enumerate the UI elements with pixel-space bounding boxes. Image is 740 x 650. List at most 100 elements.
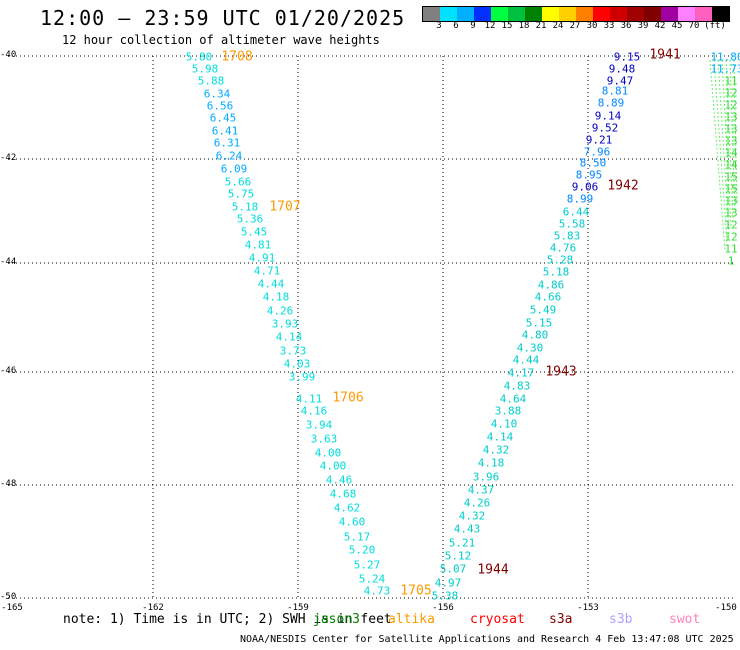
wave-height-label: 3.93	[271, 317, 299, 331]
wave-height-label: 5.49	[529, 303, 557, 317]
wave-height-label: 4.64	[499, 392, 527, 406]
wave-height-label: 9.47	[606, 74, 634, 88]
lat-tick-label: -48	[0, 479, 17, 489]
wave-height-label: 11.80	[710, 50, 740, 64]
pass-time-label: 1706	[332, 390, 364, 406]
wave-height-label: 13	[724, 122, 738, 136]
lat-tick-label: -44	[0, 257, 17, 267]
wave-height-label: 4.43	[453, 522, 481, 536]
track-streak	[729, 59, 736, 211]
wave-height-colorbar	[422, 6, 730, 22]
colorbar-swatch	[610, 7, 627, 21]
satellite-legend-item: s3b	[609, 612, 633, 627]
wave-height-label: 4.18	[477, 456, 505, 470]
pass-time-label: 1707	[269, 199, 301, 215]
wave-height-label: 5.58	[558, 217, 586, 231]
colorbar-swatch	[695, 7, 712, 21]
wave-height-label: 5.17	[343, 530, 371, 544]
colorbar-swatch	[576, 7, 593, 21]
wave-height-label: 4.00	[314, 446, 342, 460]
colorbar-swatch	[508, 7, 525, 21]
wave-height-label: 12	[724, 230, 738, 244]
wave-height-label: 4.18	[262, 290, 290, 304]
wave-height-label: 1	[727, 254, 735, 268]
colorbar-swatch	[593, 7, 610, 21]
wave-height-label: 4.44	[257, 277, 285, 291]
wave-height-label: 4.81	[244, 238, 272, 252]
map-canvas	[8, 55, 738, 599]
colorbar-swatch	[712, 7, 729, 21]
wave-height-label: 4.17	[507, 366, 535, 380]
wave-height-label: 4.14	[275, 330, 303, 344]
pass-time-label: 1941	[649, 47, 681, 63]
wave-height-label: 4.86	[537, 278, 565, 292]
lat-tick-label: -50	[0, 592, 17, 602]
pass-time-label: 1943	[545, 364, 577, 380]
wave-height-label: 8.99	[566, 192, 594, 206]
satellite-legend-item: cryosat	[470, 612, 525, 627]
wave-height-label: 4.37	[467, 483, 495, 497]
wave-height-label: 5.36	[236, 212, 264, 226]
wave-height-label: 13	[724, 206, 738, 220]
wave-height-label: 9.06	[571, 180, 599, 194]
wave-height-label: 4.80	[521, 328, 549, 342]
wave-height-label: 5.07	[439, 562, 467, 576]
colorbar-swatch	[542, 7, 559, 21]
colorbar-label: 15	[501, 21, 513, 31]
colorbar-label: 42	[654, 21, 666, 31]
map-title: 12:00 – 23:59 UTC 01/20/2025	[40, 6, 406, 30]
colorbar-swatch	[559, 7, 576, 21]
lon-tick-label: -162	[142, 603, 164, 613]
wave-height-label: 4.44	[512, 353, 540, 367]
wave-height-label: 4.71	[253, 264, 281, 278]
colorbar-label: 21	[535, 21, 547, 31]
wave-height-label: 9.21	[585, 133, 613, 147]
colorbar-swatch	[457, 7, 474, 21]
wave-height-label: 13	[724, 134, 738, 148]
wave-height-label: 8.50	[579, 156, 607, 170]
wave-height-label: 8.81	[601, 84, 629, 98]
colorbar-label: 70	[688, 21, 700, 31]
colorbar-swatch	[491, 7, 508, 21]
wave-height-label: 5.15	[525, 316, 553, 330]
wave-height-label: 5.28	[546, 253, 574, 267]
wave-height-label: 4.16	[300, 404, 328, 418]
wave-height-label: 3.96	[472, 470, 500, 484]
wave-height-label: 3.88	[494, 404, 522, 418]
wave-height-label: 12	[724, 218, 738, 232]
wave-height-label: 3.73	[279, 344, 307, 358]
wave-height-label: 15	[724, 170, 738, 184]
colorbar-label: 45	[671, 21, 683, 31]
lon-tick-label: -165	[1, 603, 23, 613]
colorbar-swatch	[525, 7, 542, 21]
wave-height-label: 11	[724, 74, 738, 88]
wave-height-label: 4.03	[283, 357, 311, 371]
pass-time-label: 1944	[477, 562, 509, 578]
wave-height-label: 5.88	[197, 74, 225, 88]
satellite-legend-item: swot	[669, 612, 701, 627]
wave-height-label: 6.41	[211, 124, 239, 138]
wave-height-label: 9.15	[613, 50, 641, 64]
note-row: note: 1) Time is in UTC; 2) SWH is in fe…	[63, 612, 392, 627]
colorbar-swatch	[627, 7, 644, 21]
wave-height-label: 6.34	[203, 87, 231, 101]
wave-height-label: 4.76	[549, 241, 577, 255]
wave-height-label: 4.30	[516, 341, 544, 355]
wave-height-label: 7.96	[583, 145, 611, 159]
wave-height-label: 4.14	[486, 430, 514, 444]
wave-height-label: 4.60	[338, 515, 366, 529]
colorbar-label: 24	[552, 21, 564, 31]
wave-height-label: 4.00	[319, 459, 347, 473]
colorbar-label: 18	[518, 21, 530, 31]
wave-height-label: 5.21	[448, 536, 476, 550]
wave-height-label: 5.38	[431, 589, 459, 603]
wave-height-label: 5.83	[553, 229, 581, 243]
wave-height-label: 6.31	[213, 136, 241, 150]
wave-height-label: 11	[724, 242, 738, 256]
colorbar-label: 6	[453, 21, 459, 31]
lon-tick-label: -159	[287, 603, 309, 613]
wave-height-label: 9.48	[608, 62, 636, 76]
pass-time-label: 1708	[221, 49, 253, 65]
wave-height-label: 6.24	[215, 149, 243, 163]
satellite-legend: jason3 altika cryosat s3a s3b swot	[0, 612, 740, 630]
